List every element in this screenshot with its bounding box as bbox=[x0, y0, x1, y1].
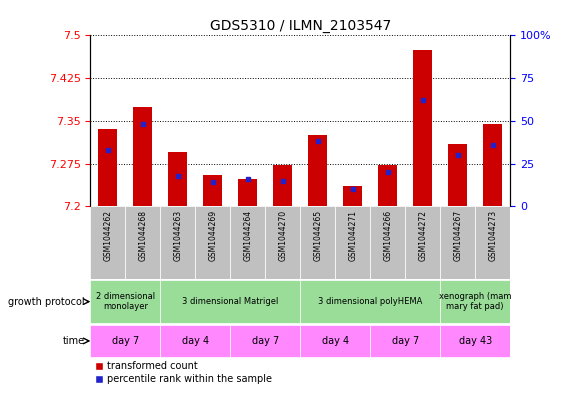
Title: GDS5310 / ILMN_2103547: GDS5310 / ILMN_2103547 bbox=[210, 19, 391, 33]
Bar bbox=[273, 165, 292, 206]
Text: GSM1044269: GSM1044269 bbox=[208, 210, 217, 261]
Text: GSM1044262: GSM1044262 bbox=[103, 210, 113, 261]
Text: 3 dimensional Matrigel: 3 dimensional Matrigel bbox=[182, 297, 279, 306]
Text: 3 dimensional polyHEMA: 3 dimensional polyHEMA bbox=[318, 297, 423, 306]
Bar bbox=[90, 280, 160, 323]
Bar bbox=[483, 124, 503, 206]
Text: GSM1044270: GSM1044270 bbox=[278, 210, 287, 261]
Bar bbox=[160, 325, 230, 357]
Text: GSM1044273: GSM1044273 bbox=[488, 210, 497, 261]
Bar bbox=[308, 135, 328, 206]
Bar bbox=[378, 165, 397, 206]
Bar bbox=[413, 50, 432, 206]
Text: day 7: day 7 bbox=[112, 336, 139, 346]
Bar bbox=[160, 206, 195, 279]
Bar bbox=[238, 179, 258, 206]
Text: day 7: day 7 bbox=[252, 336, 279, 346]
Bar bbox=[370, 325, 440, 357]
Bar bbox=[90, 325, 160, 357]
Text: xenograph (mam
mary fat pad): xenograph (mam mary fat pad) bbox=[439, 292, 511, 311]
Text: GSM1044268: GSM1044268 bbox=[138, 210, 147, 261]
Text: day 43: day 43 bbox=[458, 336, 492, 346]
Bar bbox=[370, 206, 405, 279]
Bar bbox=[98, 129, 117, 206]
Text: 2 dimensional
monolayer: 2 dimensional monolayer bbox=[96, 292, 155, 311]
Bar bbox=[230, 325, 300, 357]
Text: time: time bbox=[62, 336, 85, 346]
Bar bbox=[440, 280, 510, 323]
Bar bbox=[300, 280, 440, 323]
Bar bbox=[195, 206, 230, 279]
Bar bbox=[335, 206, 370, 279]
Bar bbox=[125, 206, 160, 279]
Bar bbox=[230, 206, 265, 279]
Text: GSM1044265: GSM1044265 bbox=[313, 210, 322, 261]
Text: GSM1044272: GSM1044272 bbox=[418, 210, 427, 261]
Text: GSM1044267: GSM1044267 bbox=[453, 210, 462, 261]
Text: day 7: day 7 bbox=[392, 336, 419, 346]
Bar bbox=[300, 206, 335, 279]
Bar bbox=[475, 206, 510, 279]
Text: day 4: day 4 bbox=[182, 336, 209, 346]
Bar bbox=[440, 206, 475, 279]
Text: GSM1044263: GSM1044263 bbox=[173, 210, 182, 261]
Legend: transformed count, percentile rank within the sample: transformed count, percentile rank withi… bbox=[95, 361, 272, 384]
Text: growth protocol: growth protocol bbox=[8, 297, 85, 307]
Text: GSM1044264: GSM1044264 bbox=[243, 210, 252, 261]
Text: GSM1044271: GSM1044271 bbox=[348, 210, 357, 261]
Bar bbox=[90, 206, 125, 279]
Bar bbox=[265, 206, 300, 279]
Bar bbox=[133, 107, 153, 206]
Bar bbox=[343, 186, 362, 206]
Bar bbox=[405, 206, 440, 279]
Bar bbox=[448, 144, 468, 206]
Text: GSM1044266: GSM1044266 bbox=[383, 210, 392, 261]
Text: day 4: day 4 bbox=[322, 336, 349, 346]
Bar bbox=[168, 152, 187, 206]
Bar bbox=[160, 280, 300, 323]
Bar bbox=[203, 175, 223, 206]
Bar bbox=[300, 325, 370, 357]
Bar bbox=[440, 325, 510, 357]
